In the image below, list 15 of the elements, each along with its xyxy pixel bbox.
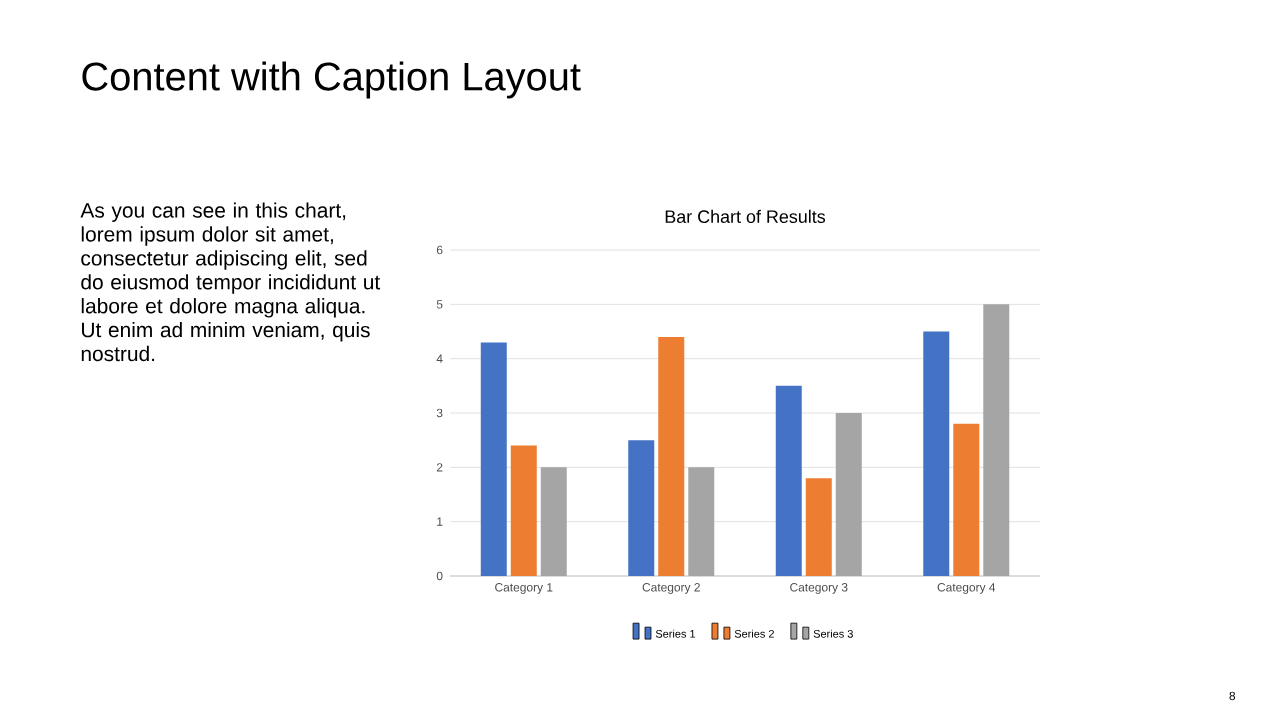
bar (480, 342, 507, 576)
bar (658, 336, 685, 576)
bar (805, 478, 832, 576)
bar (510, 445, 537, 576)
bar (983, 304, 1010, 576)
bar (540, 467, 567, 576)
bar (953, 423, 980, 576)
chart-title: Bar Chart of Results (665, 209, 826, 224)
bar (688, 467, 715, 576)
bar (923, 331, 950, 576)
bar (835, 413, 862, 576)
bar (628, 440, 655, 576)
text: As you can see in this chart, lorem ipsum dolor sit amet, consectetur adipiscing elit, sed do eiusmod tempor incididunt ut labore et dolore magna aliqua. Ut enim ad minim veniam, quis nostrud. (80, 202, 381, 362)
text: Content with Caption Layout (82, 61, 581, 99)
bar (775, 385, 802, 576)
